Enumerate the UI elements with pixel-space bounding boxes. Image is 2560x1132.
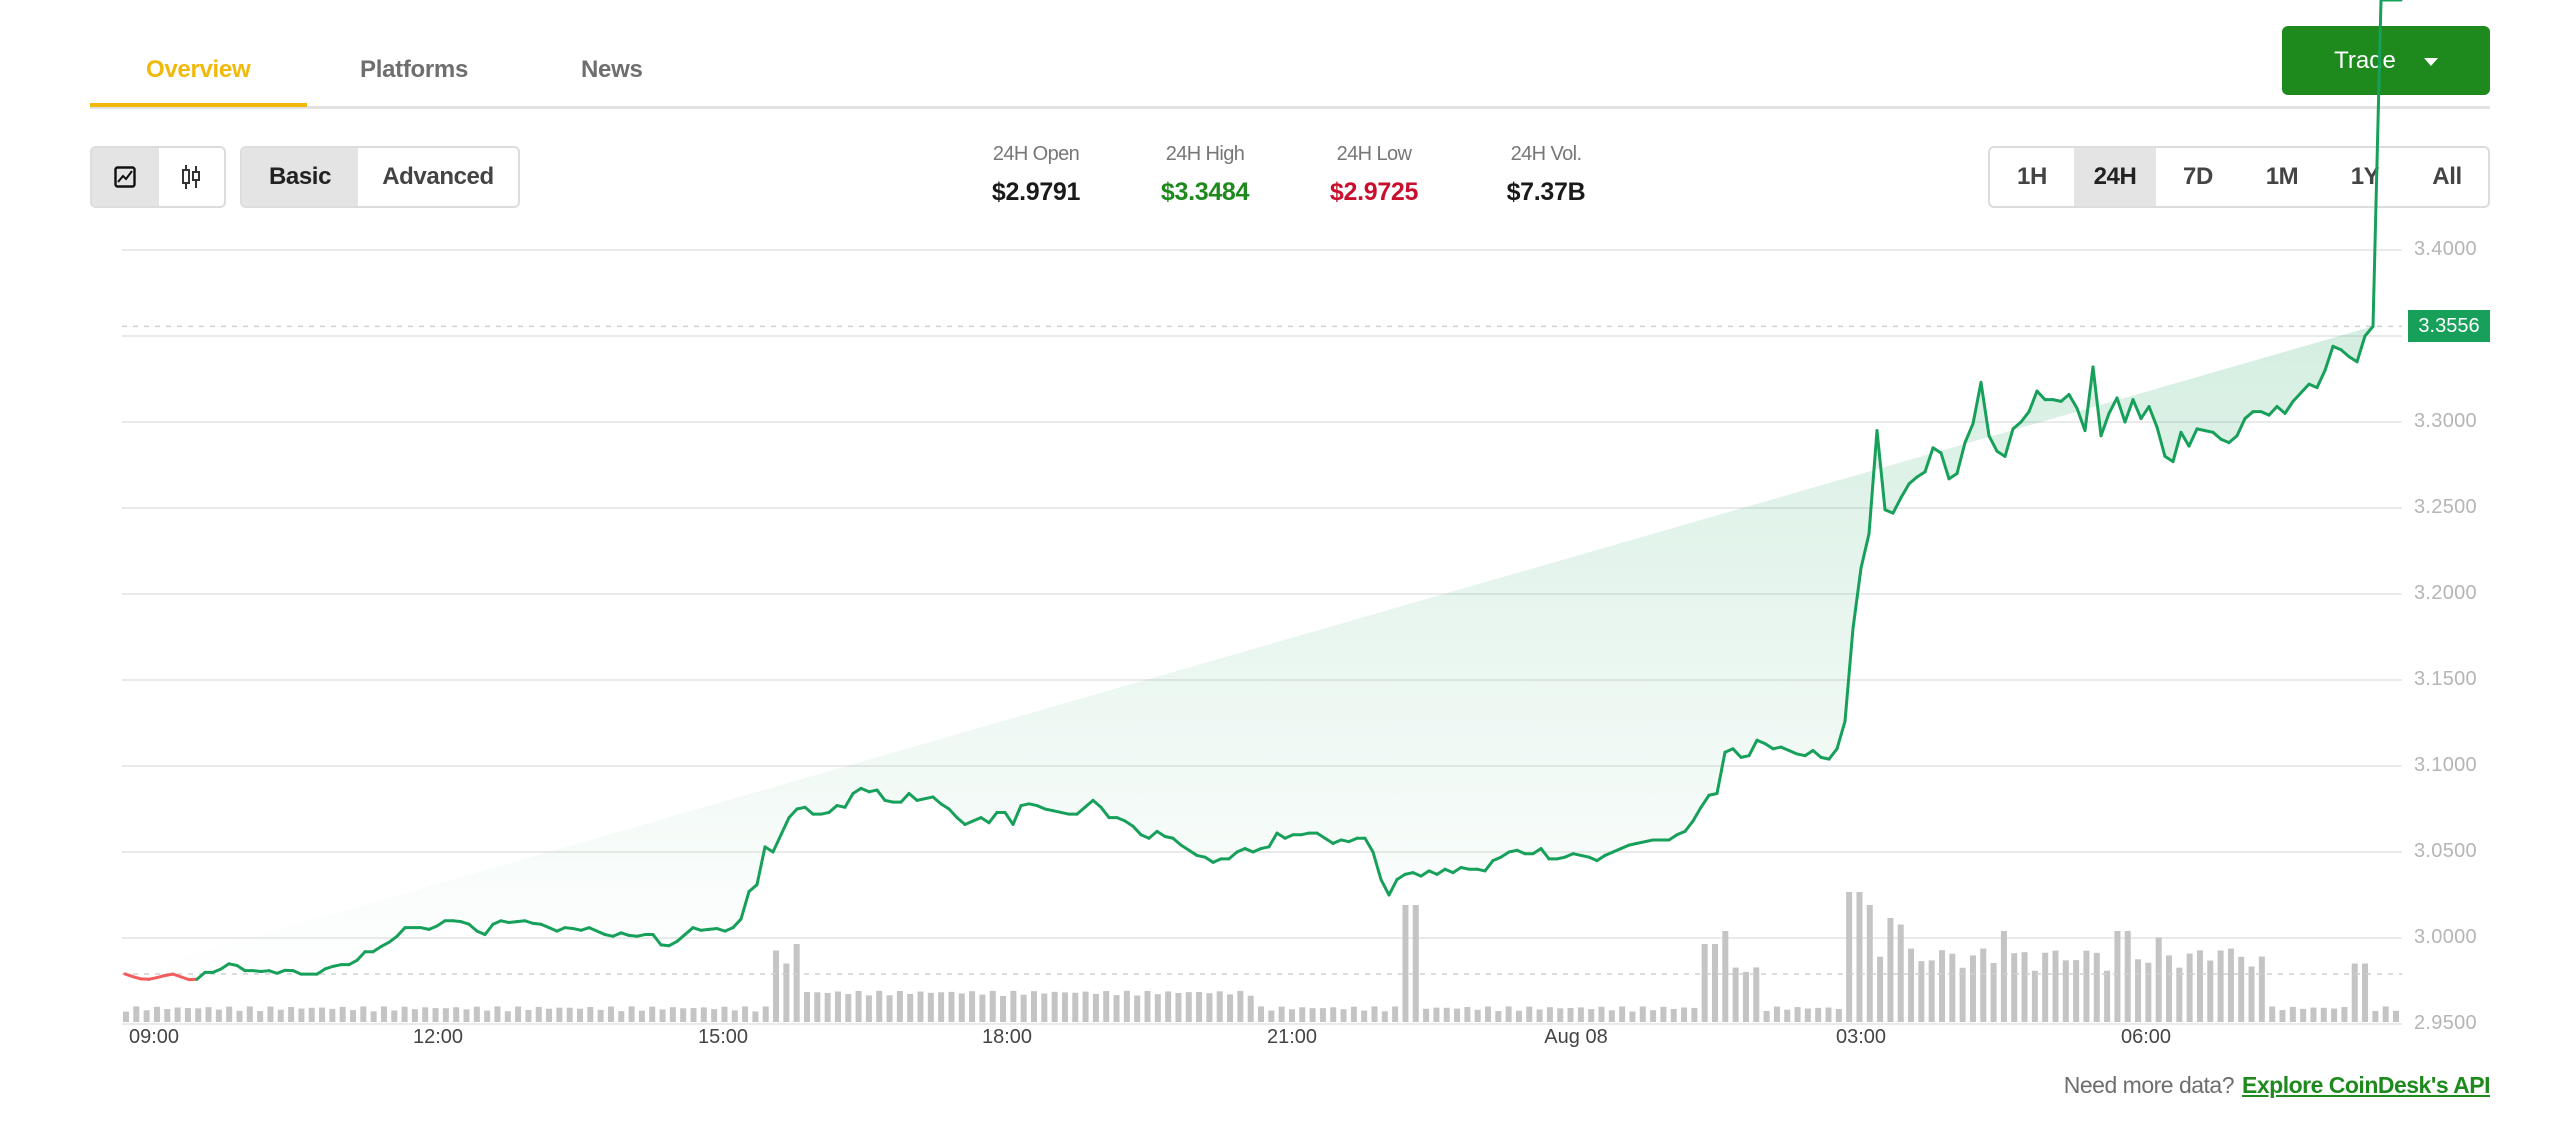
- x-tick-label: 21:00: [1266, 1026, 1318, 1048]
- x-tick-label: Aug 08: [1544, 1026, 1608, 1048]
- y-tick-label: 3.4000: [2414, 238, 2477, 260]
- tab-overview[interactable]: Overview: [146, 56, 251, 83]
- explore-api-link[interactable]: Explore CoinDesk's API: [2242, 1072, 2490, 1098]
- stat-value: $2.9725: [1329, 178, 1419, 206]
- stat-value: $7.37B: [1506, 178, 1586, 206]
- tab-bar: Overview Platforms News: [90, 0, 2490, 109]
- stat-value: $2.9791: [991, 178, 1081, 206]
- y-tick-label: 3.3000: [2414, 410, 2477, 432]
- y-tick-label: 3.2500: [2414, 496, 2477, 518]
- y-tick-label: 3.1500: [2414, 668, 2477, 690]
- y-tick-label: 3.3500: [2414, 324, 2477, 346]
- trade-button-label: Trade: [2334, 46, 2396, 74]
- trade-button[interactable]: Trade: [2282, 26, 2490, 95]
- stats-bar: 24H Open $2.9791 24H High $3.3484 24H Lo…: [960, 143, 1642, 207]
- range-1h[interactable]: 1H: [2017, 163, 2047, 190]
- range-1y[interactable]: 1Y: [2350, 163, 2380, 190]
- x-tick-label: 09:00: [128, 1026, 180, 1048]
- x-tick-label: 06:00: [2120, 1026, 2172, 1048]
- caret-down-icon: [2423, 57, 2438, 66]
- line-chart-button[interactable]: [92, 148, 159, 206]
- api-footer: Need more data? Explore CoinDesk's API: [2063, 1072, 2491, 1099]
- stat-label: 24H Low: [1336, 143, 1412, 165]
- range-all[interactable]: All: [2432, 163, 2462, 190]
- y-tick-label: 3.1000: [2414, 754, 2477, 776]
- active-tab-underline: [90, 103, 307, 107]
- stat-label: 24H High: [1165, 143, 1245, 165]
- stat-label: 24H Vol.: [1510, 143, 1582, 165]
- stat-label: 24H Open: [992, 143, 1080, 165]
- line-chart-icon: [114, 166, 137, 188]
- stat-open: 24H Open $2.9791: [960, 143, 1112, 207]
- x-tick-label: 03:00: [1835, 1026, 1887, 1048]
- range-1m[interactable]: 1M: [2265, 163, 2299, 190]
- range-24h[interactable]: 24H: [2074, 148, 2156, 206]
- tab-news[interactable]: News: [581, 56, 643, 83]
- range-selector: 1H 24H 7D 1M 1Y All: [1988, 146, 2490, 208]
- x-tick-label: 12:00: [412, 1026, 464, 1048]
- y-tick-label: 3.0500: [2414, 840, 2477, 862]
- range-7d[interactable]: 7D: [2183, 163, 2213, 190]
- x-tick-label: 15:00: [697, 1026, 749, 1048]
- footer-question: Need more data?: [2063, 1072, 2235, 1098]
- advanced-button[interactable]: Advanced: [382, 163, 494, 190]
- tab-platforms[interactable]: Platforms: [360, 56, 468, 83]
- current-price-tag: 3.3556: [2408, 310, 2490, 342]
- chart-type-toggle: [90, 146, 226, 208]
- y-tick-label: 2.9500: [2414, 1012, 2477, 1034]
- mode-toggle: Basic Advanced: [240, 146, 520, 208]
- stat-value: $3.3484: [1160, 178, 1250, 206]
- stat-low: 24H Low $2.9725: [1298, 143, 1450, 207]
- y-tick-label: 3.2000: [2414, 582, 2477, 604]
- stat-volume: 24H Vol. $7.37B: [1450, 143, 1642, 207]
- x-tick-label: 18:00: [981, 1026, 1033, 1048]
- y-tick-label: 3.0000: [2414, 926, 2477, 948]
- candlestick-button[interactable]: [159, 148, 224, 206]
- stat-high: 24H High $3.3484: [1112, 143, 1298, 207]
- basic-button[interactable]: Basic: [242, 148, 358, 206]
- candlestick-icon: [182, 165, 201, 189]
